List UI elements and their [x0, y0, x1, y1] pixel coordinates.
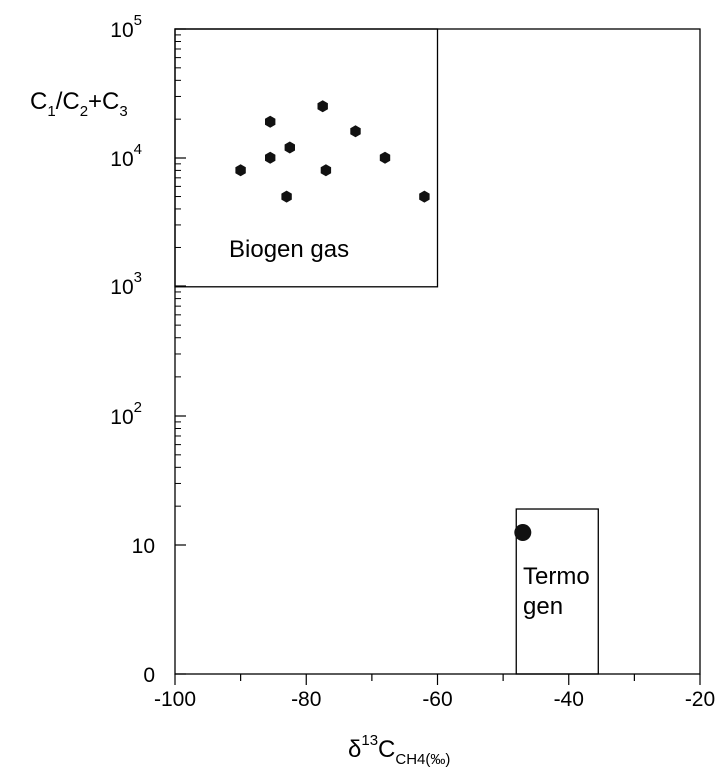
x-tick-label: -20: [685, 688, 715, 711]
data-point-biogen: [265, 152, 275, 164]
y-tick-label: 0: [143, 664, 155, 687]
y-axis-title: C1/C2+C3: [30, 88, 128, 120]
labels: 0 10 102 103 104 105 -100 -80 -60 -40 -20 Biogen ga…: [30, 12, 715, 768]
data-point-biogen: [235, 164, 245, 176]
region-label-thermogenic: gen: [523, 593, 563, 620]
data-point-biogen: [321, 164, 331, 176]
data-point-biogen: [419, 191, 429, 203]
data-point-biogen: [285, 142, 295, 154]
x-tick-label: -100: [154, 688, 196, 711]
region-label-biogen: Biogen gas: [229, 236, 349, 263]
x-tick-label: -60: [422, 688, 452, 711]
data-point-thermogenic: [514, 524, 531, 541]
y-tick-label: 105: [110, 12, 142, 42]
y-tick-label: 103: [110, 269, 142, 299]
y-tick-label: 10: [132, 535, 155, 558]
y-axis-ticks: [175, 29, 186, 674]
region-label-thermogenic: Termo: [523, 563, 590, 590]
data-points: [235, 100, 531, 541]
y-tick-label: 102: [110, 399, 142, 429]
x-tick-label: -80: [291, 688, 321, 711]
x-axis-title: δ13CCH4(‰): [348, 732, 450, 768]
data-point-biogen: [318, 100, 328, 112]
data-point-biogen: [281, 191, 291, 203]
x-tick-label: -40: [554, 688, 584, 711]
data-point-biogen: [265, 116, 275, 128]
x-axis-ticks: [175, 674, 700, 685]
y-tick-label: 104: [110, 141, 142, 171]
data-point-biogen: [350, 125, 360, 137]
data-point-biogen: [380, 152, 390, 164]
